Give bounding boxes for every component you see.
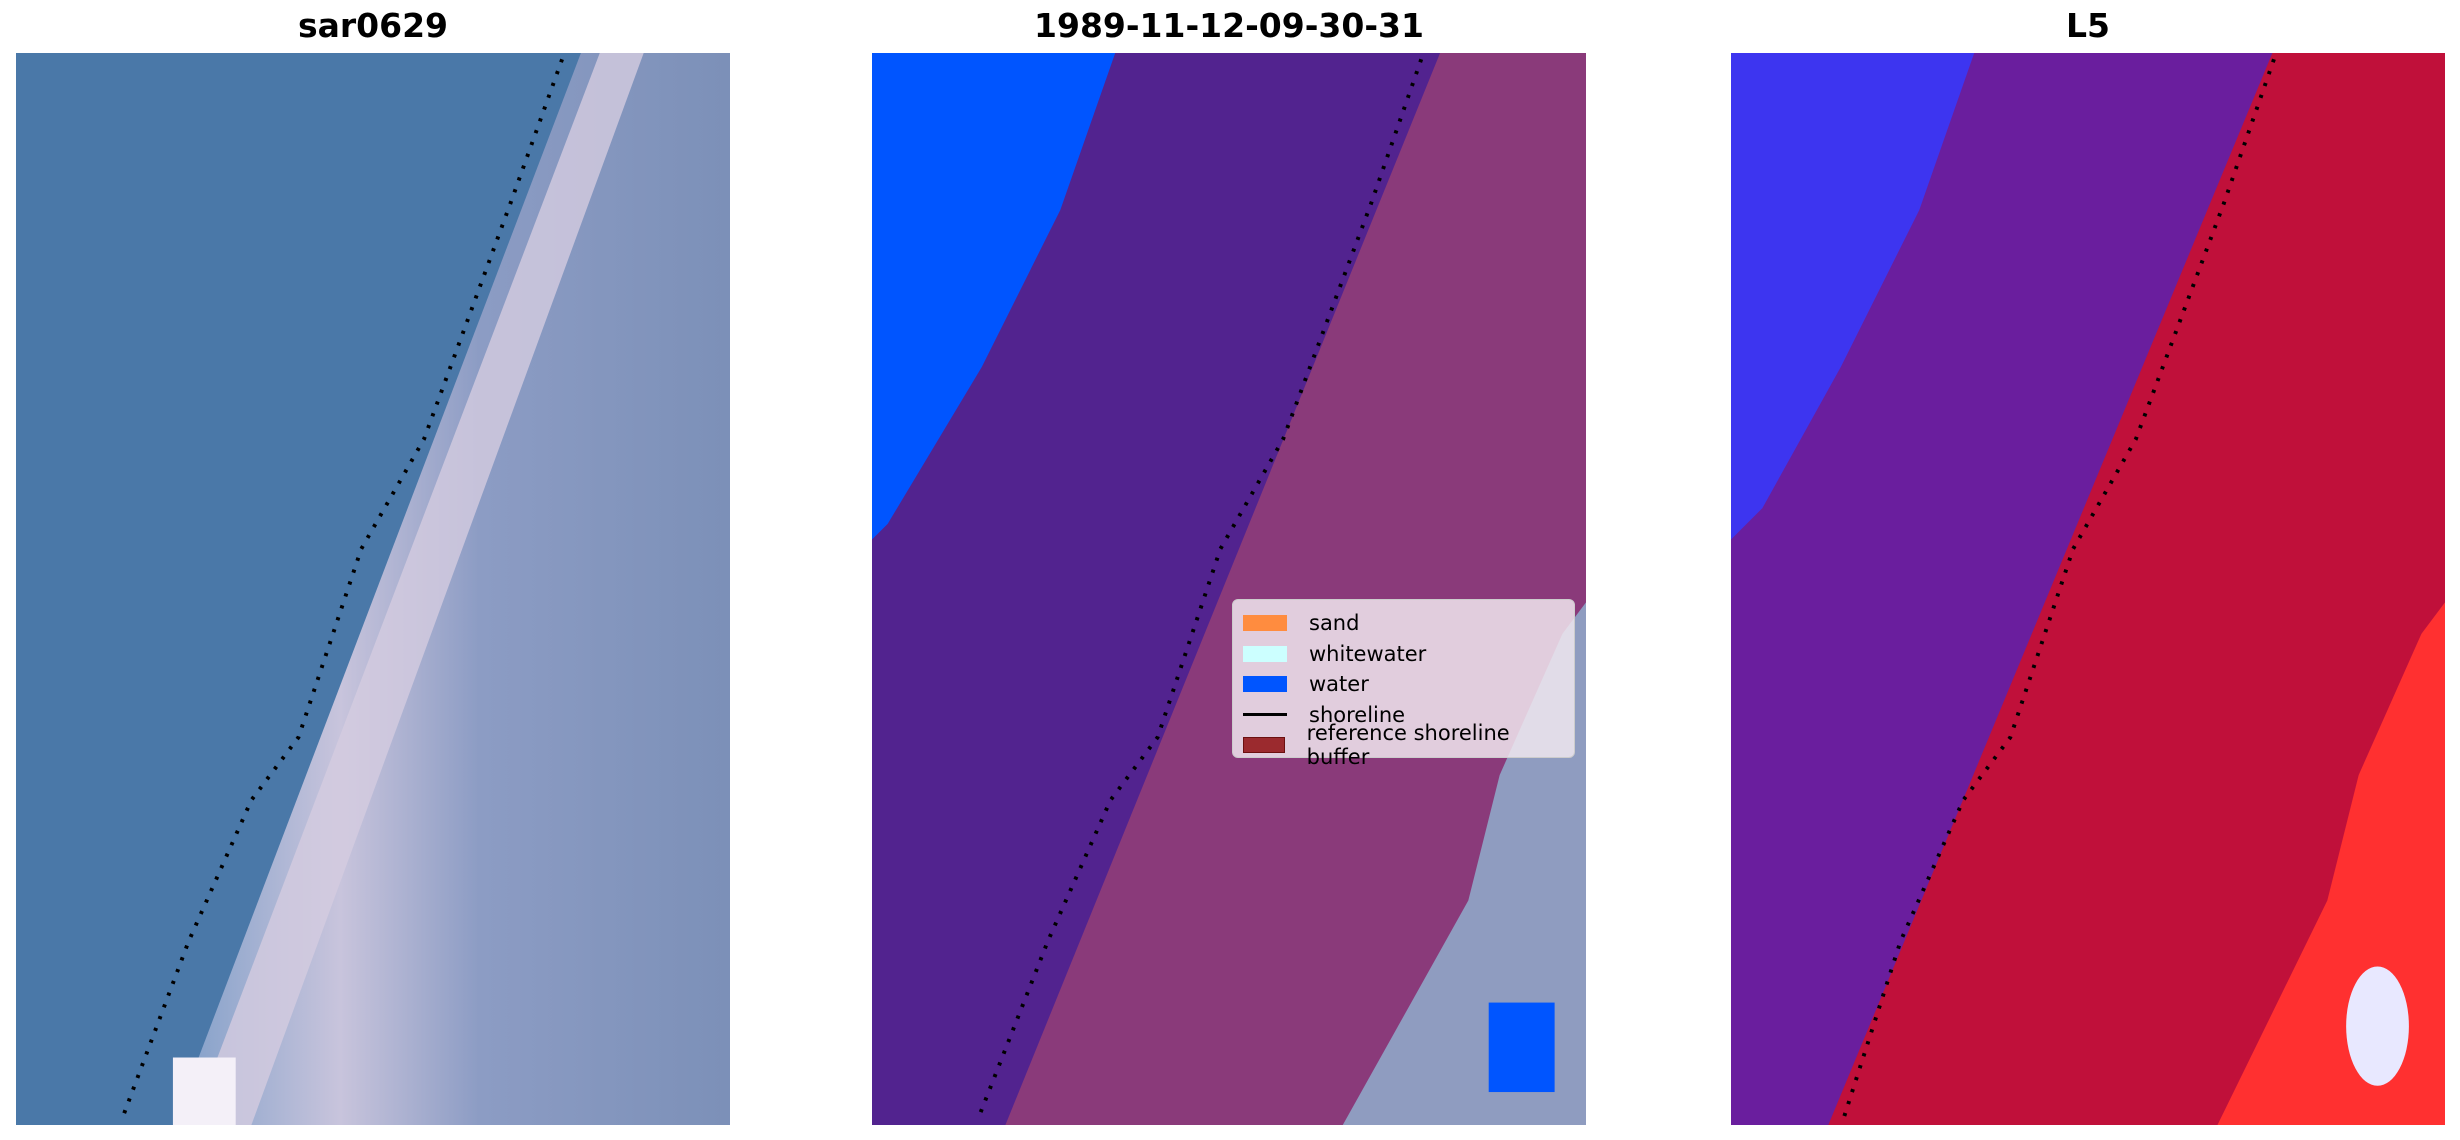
panel-title-rgb: sar0629 — [297, 6, 449, 45]
water-patch — [1488, 1002, 1555, 1093]
whitewater-patch — [172, 1057, 236, 1125]
legend-label: water — [1309, 672, 1369, 697]
sand-swatch — [1243, 615, 1287, 632]
water-area — [1731, 53, 1975, 540]
whitewater-band — [191, 53, 644, 1125]
legend-label: reference shoreline buffer — [1306, 721, 1510, 770]
water-area — [872, 53, 1116, 540]
legend-item-buffer: reference shoreline buffer — [1243, 721, 1564, 769]
panel-title-index: L5 — [2066, 6, 2110, 45]
legend-item-water: water — [1243, 669, 1564, 700]
legend-item-shoreline: shoreline — [1243, 700, 1564, 731]
bright-spot — [2346, 966, 2409, 1086]
positive-area — [1828, 53, 2445, 1125]
shoreline-swatch — [1243, 713, 1287, 717]
water-swatch — [1243, 676, 1287, 693]
panel-title-classified: 1989-11-12-09-30-31 — [1034, 6, 1424, 45]
rgb-image-panel — [16, 53, 730, 1125]
buffer-swatch — [1243, 737, 1285, 754]
legend-label: sand — [1309, 611, 1360, 636]
legend-label: whitewater — [1309, 641, 1427, 666]
shoreline — [976, 58, 1424, 1118]
reference-shoreline-buffer — [1005, 53, 1586, 1125]
index-image-panel — [1731, 53, 2445, 1125]
shoreline — [1842, 58, 2276, 1118]
shoreline — [120, 58, 564, 1118]
legend-item-sand: sand — [1243, 608, 1564, 639]
legend-item-whitewater: whitewater — [1243, 639, 1564, 670]
legend: sand whitewater water shoreline referenc… — [1232, 599, 1575, 769]
whitewater-swatch — [1243, 645, 1287, 662]
classified-image-panel — [872, 53, 1586, 1125]
legend-label: shoreline — [1309, 702, 1406, 727]
